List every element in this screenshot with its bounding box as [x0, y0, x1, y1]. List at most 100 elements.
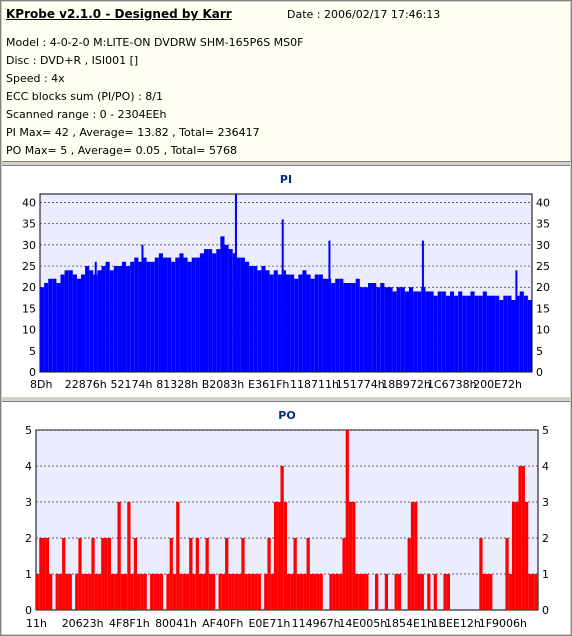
data-bar	[280, 466, 284, 610]
data-bar	[185, 574, 190, 610]
data-bar	[485, 574, 490, 610]
data-bar	[191, 257, 196, 372]
data-bar	[158, 253, 163, 372]
data-bar	[466, 295, 471, 372]
data-bar	[133, 538, 138, 610]
data-bar	[273, 502, 278, 610]
data-bar	[48, 278, 53, 372]
data-bar	[534, 574, 538, 610]
data-bar	[267, 538, 271, 610]
data-bar	[511, 299, 516, 372]
y-tick-label-left: 4	[25, 460, 32, 473]
y-tick-label-left: 0	[29, 366, 36, 379]
pi-chart-panel: PI 0 0 5 5 10 10 15 15 20 20 25 25 30 30 35 35 40 40 8Dh 228…	[2, 165, 570, 397]
data-bar	[58, 574, 63, 610]
data-bar	[394, 574, 398, 610]
data-bar	[205, 538, 209, 610]
data-bar	[482, 291, 487, 372]
data-bar	[450, 291, 455, 372]
data-bar	[182, 574, 186, 610]
data-bar	[68, 574, 72, 610]
x-tick-label: 18B972h	[381, 378, 431, 391]
po-chart-panel: PO 0 0 1 1 2 2 3 3 4 4 5 5 11h 20623h 4F8F1h 80041h AF40F…	[2, 401, 570, 634]
data-bar	[240, 257, 245, 372]
data-bar	[331, 283, 336, 372]
data-bar	[247, 574, 252, 610]
data-bar	[60, 274, 65, 372]
data-bar	[342, 538, 346, 610]
data-bar	[216, 249, 221, 372]
data-bar	[172, 574, 177, 610]
y-tick-label-right: 0	[542, 604, 549, 617]
data-bar	[167, 257, 172, 372]
data-bar	[316, 574, 320, 610]
data-bar	[351, 283, 356, 372]
data-bar	[109, 270, 114, 372]
data-bar	[159, 574, 164, 610]
data-bar	[437, 291, 442, 372]
data-bar	[407, 538, 411, 610]
data-bar	[355, 574, 359, 610]
x-tick-label: E0E71h	[248, 617, 290, 630]
scan-date: Date : 2006/02/17 17:46:13	[287, 8, 441, 21]
data-bar	[413, 291, 418, 372]
data-bar	[137, 574, 141, 610]
data-bar	[433, 295, 438, 372]
x-tick-label: AF40Fh	[202, 617, 243, 630]
data-bar	[521, 466, 525, 610]
peak-bar	[94, 261, 97, 372]
data-bar	[458, 291, 463, 372]
data-bar	[343, 283, 348, 372]
y-tick-label-right: 20	[536, 281, 550, 294]
peak-bar	[281, 219, 284, 372]
chart-title: PO	[278, 409, 295, 422]
data-bar	[375, 574, 379, 610]
data-bar	[433, 574, 437, 610]
data-bar	[306, 274, 311, 372]
y-tick-label-right: 10	[536, 324, 550, 337]
data-bar	[269, 274, 274, 372]
x-tick-label: 1BEE12h	[431, 617, 480, 630]
data-bar	[245, 261, 250, 372]
data-bar	[286, 274, 291, 372]
y-tick-label-right: 5	[536, 345, 543, 358]
x-tick-label: 114967h	[292, 617, 341, 630]
data-bar	[392, 291, 397, 372]
data-bar	[49, 574, 53, 610]
data-bar	[234, 574, 239, 610]
data-bar	[202, 574, 206, 610]
x-tick-label: 4F8F1h	[109, 617, 150, 630]
data-bar	[409, 287, 414, 372]
x-tick-label: 1854E1h	[385, 617, 434, 630]
y-tick-label-left: 30	[22, 239, 36, 252]
data-bar	[212, 574, 216, 610]
data-bar	[120, 574, 125, 610]
data-bar	[368, 283, 373, 372]
data-bar	[138, 261, 143, 372]
data-bar	[36, 574, 40, 610]
scanned-range-line: Scanned range : 0 - 2304EEh	[6, 108, 167, 121]
data-bar	[384, 287, 389, 372]
data-bar	[130, 261, 135, 372]
x-tick-label: 11h	[26, 617, 47, 630]
y-tick-label-right: 4	[542, 460, 549, 473]
data-bar	[232, 253, 237, 372]
data-bar	[347, 283, 352, 372]
data-bar	[189, 538, 193, 610]
x-tick-label: B2083h	[202, 378, 245, 391]
data-bar	[44, 283, 49, 372]
data-bar	[429, 291, 434, 372]
data-bar	[187, 261, 192, 372]
data-bar	[515, 502, 519, 610]
data-bar	[404, 291, 409, 372]
data-bar	[380, 283, 385, 372]
data-bar	[84, 574, 89, 610]
data-bar	[179, 253, 184, 372]
data-bar	[114, 574, 118, 610]
peak-bar	[234, 194, 237, 372]
data-bar	[515, 295, 520, 372]
data-bar	[76, 278, 81, 372]
data-bar	[113, 266, 118, 372]
y-tick-label-right: 25	[536, 260, 550, 273]
